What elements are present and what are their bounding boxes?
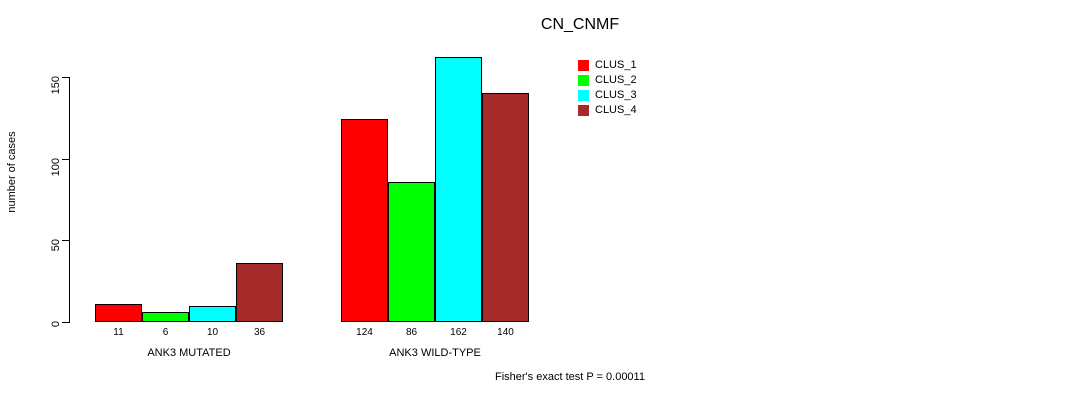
bar-value-label: 124 bbox=[356, 327, 373, 338]
bar-value-label: 86 bbox=[405, 327, 418, 338]
bar-ank3-mutated-clus_1 bbox=[95, 304, 142, 322]
y-axis-tick-label: 50 bbox=[50, 239, 62, 252]
bar-ank3-wild-type-clus_2 bbox=[388, 181, 435, 322]
bar-value-label: 11 bbox=[113, 327, 124, 338]
legend-color-swatch bbox=[578, 74, 589, 86]
legend-color-swatch bbox=[578, 104, 589, 116]
bar-value-label: 140 bbox=[497, 327, 514, 338]
legend-item-label: CLUS_1 bbox=[595, 58, 637, 71]
bar-value-label: 162 bbox=[450, 327, 467, 338]
bar-value-label: 36 bbox=[253, 327, 266, 338]
y-axis-tick-label: 0 bbox=[50, 321, 62, 328]
legend-item-clus_1[interactable]: CLUS_1 bbox=[578, 58, 637, 72]
y-axis-line bbox=[69, 77, 70, 323]
y-axis-tick bbox=[62, 240, 69, 242]
legend-item-label: CLUS_4 bbox=[595, 103, 637, 116]
bar-ank3-wild-type-clus_4 bbox=[482, 93, 529, 322]
y-axis-title: number of cases bbox=[6, 131, 18, 213]
chart-title-wrapper: CN_CNMF bbox=[420, 16, 740, 34]
bar-ank3-mutated-clus_4 bbox=[236, 263, 283, 322]
legend-color-swatch bbox=[578, 89, 589, 101]
legend-item-label: CLUS_3 bbox=[595, 88, 637, 101]
bar-value-label: 10 bbox=[206, 327, 219, 338]
bar-value-label: 6 bbox=[162, 327, 169, 338]
y-axis-tick-label: 100 bbox=[50, 157, 62, 177]
bar-ank3-mutated-clus_3 bbox=[189, 305, 236, 322]
bar-ank3-mutated-clus_2 bbox=[142, 312, 189, 322]
bar-ank3-wild-type-clus_1 bbox=[341, 119, 388, 322]
y-axis-tick bbox=[62, 77, 69, 78]
x-axis-group-label: ANK3 WILD-TYPE bbox=[389, 347, 481, 359]
y-axis-tick-label: 150 bbox=[50, 76, 62, 95]
bar-ank3-wild-type-clus_3 bbox=[435, 57, 482, 322]
page-title: CN_CNMF bbox=[540, 16, 620, 33]
statistical-annotation: Fisher's exact test P = 0.00011 bbox=[495, 371, 645, 383]
chart-legend: CLUS_1 CLUS_2 CLUS_3 CLUS_4 bbox=[578, 58, 637, 118]
x-axis-group-label: ANK3 MUTATED bbox=[147, 347, 231, 359]
legend-item-clus_4[interactable]: CLUS_4 bbox=[578, 103, 637, 117]
y-axis-tick bbox=[62, 322, 69, 323]
legend-item-label: CLUS_2 bbox=[595, 73, 637, 86]
legend-color-swatch bbox=[578, 59, 589, 71]
legend-item-clus_2[interactable]: CLUS_2 bbox=[578, 73, 637, 87]
legend-item-clus_3[interactable]: CLUS_3 bbox=[578, 88, 637, 102]
y-axis-tick bbox=[62, 158, 69, 160]
